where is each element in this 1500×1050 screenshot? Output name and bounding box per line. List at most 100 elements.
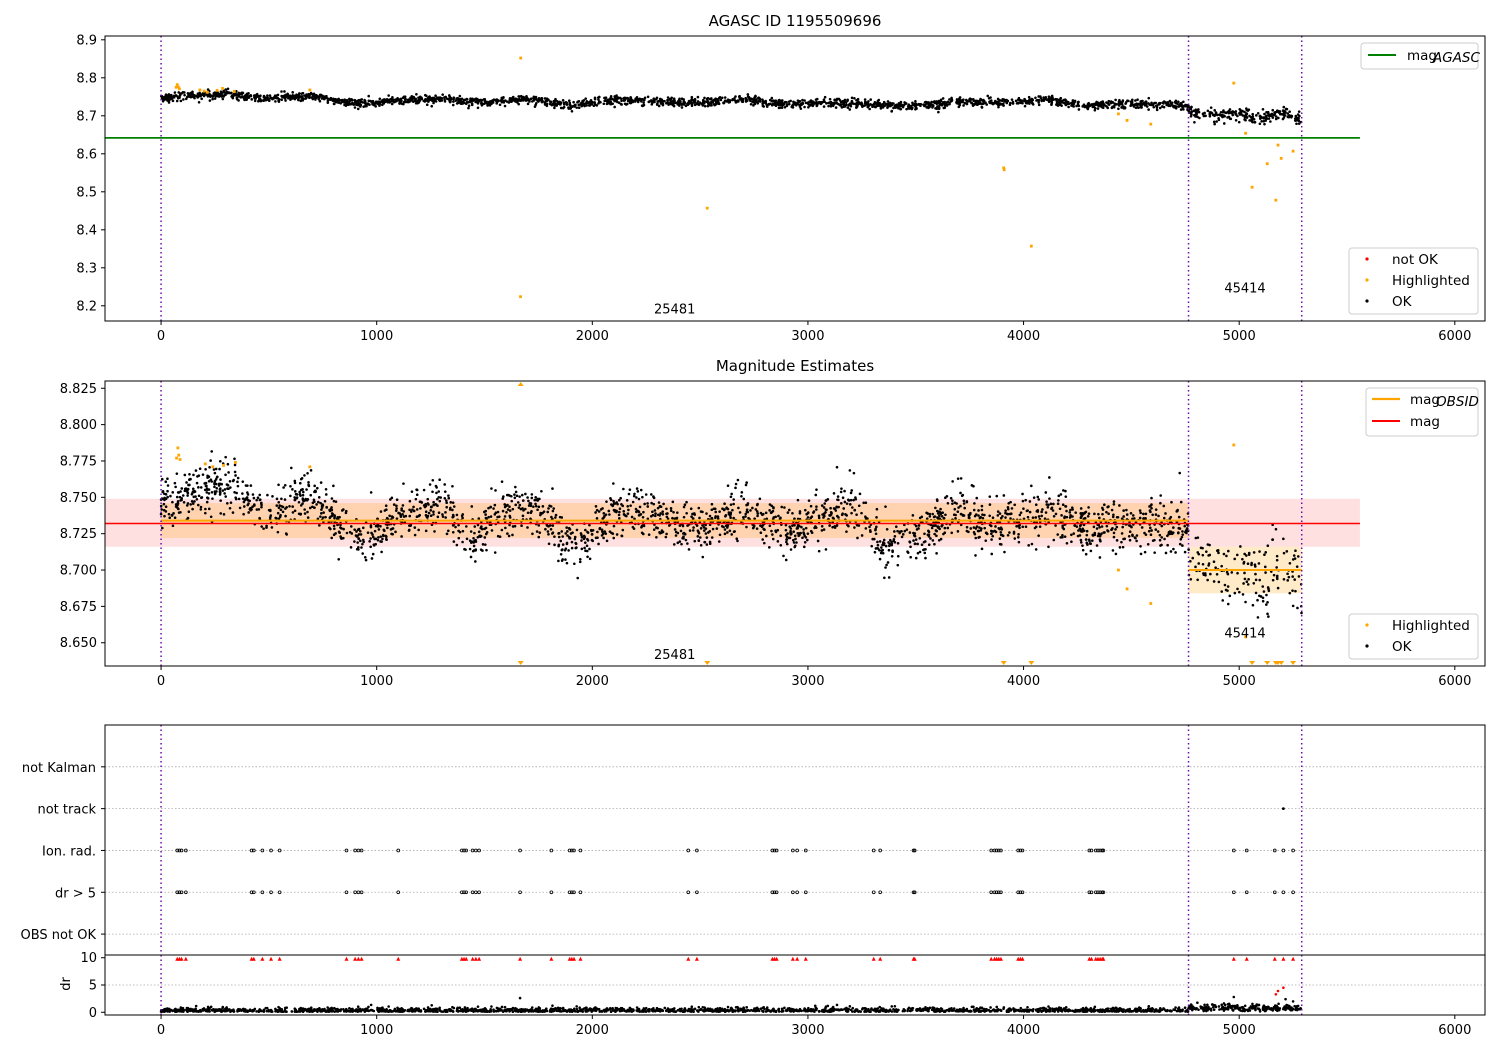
ok-point [527,504,531,507]
ok-point [1100,100,1104,104]
ok-point [567,107,571,110]
ok-point [1125,513,1129,516]
ok-point [1241,557,1244,561]
ok-point [508,505,511,509]
ok-point [696,535,700,538]
ok-point [377,528,381,531]
ok-point [284,93,287,97]
ok-point [928,512,932,516]
ok-point [662,502,665,506]
ok-point [648,99,652,103]
ok-point [381,99,384,103]
ok-point [313,490,316,494]
ok-point [791,105,795,109]
ok-point [586,555,589,559]
ok-point [641,515,645,519]
ok-point [973,514,977,518]
ok-point [1042,96,1045,99]
ok-point [749,97,753,100]
ok-point [386,526,389,530]
ok-point [825,508,828,512]
ok-point [1017,535,1020,539]
ok-point [803,508,807,512]
ok-point [161,526,164,530]
ok-point [1261,599,1265,603]
ok-point [291,505,294,508]
ok-point [897,106,900,110]
ok-point [344,511,348,515]
ok-point [332,484,335,488]
ok-point [573,537,577,541]
ok-point [1057,494,1061,498]
ok-point [1250,563,1253,567]
ok-point [746,93,750,96]
ok-point [585,544,589,548]
ok-point [1106,505,1109,509]
ok-point [604,532,608,535]
ok-point [569,106,573,109]
ok-point [828,514,832,517]
ok-point [655,96,659,100]
ok-point [247,502,250,505]
ok-point [1295,122,1298,126]
ok-point [520,493,524,497]
ok-point [1071,102,1075,106]
ok-point [1286,115,1290,119]
ok-point [520,97,524,101]
ok-point [405,100,409,104]
ok-point [1258,114,1262,118]
ok-point [530,496,534,500]
ok-point [258,498,262,501]
ok-point [927,535,931,538]
ok-point [654,526,658,529]
ok-point [728,514,732,517]
ok-point [520,524,523,528]
ok-point [1073,100,1077,104]
ok-point [798,511,802,515]
ok-point [224,88,228,91]
ok-point [820,504,824,507]
ok-point [723,508,726,511]
ok-point [1147,96,1151,100]
ok-point [1109,100,1113,103]
ok-point [1177,100,1180,104]
ok-point [410,95,414,98]
ok-point [1079,538,1083,542]
ok-point [1009,512,1013,516]
ok-point [1075,104,1078,108]
ok-point [579,532,583,535]
ok-point [255,508,259,511]
ok-point [937,510,941,513]
ok-point [483,536,487,539]
ok-point [845,502,849,505]
ok-point [415,515,419,518]
ok-point [395,507,398,510]
ok-point [1261,108,1265,111]
ok-point [249,506,252,510]
ok-point [848,102,852,106]
ok-point [470,103,474,107]
ok-point [719,98,723,102]
ok-point [293,490,297,493]
highlighted-point [519,295,522,299]
ok-point [506,503,509,507]
ok-point [1044,511,1048,514]
ok-point [807,103,811,106]
ok-point [1293,578,1296,581]
ok-point [916,551,920,555]
ok-point [1238,108,1242,111]
ok-point [896,563,900,567]
ok-point [785,540,788,544]
ok-point [959,100,962,104]
ok-point [593,97,597,101]
ok-point [869,98,872,101]
ok-point [711,527,715,531]
ok-point [523,507,527,511]
ok-point [500,96,503,100]
ok-point [219,90,223,93]
ok-point [1071,515,1074,518]
ok-point [636,490,640,493]
